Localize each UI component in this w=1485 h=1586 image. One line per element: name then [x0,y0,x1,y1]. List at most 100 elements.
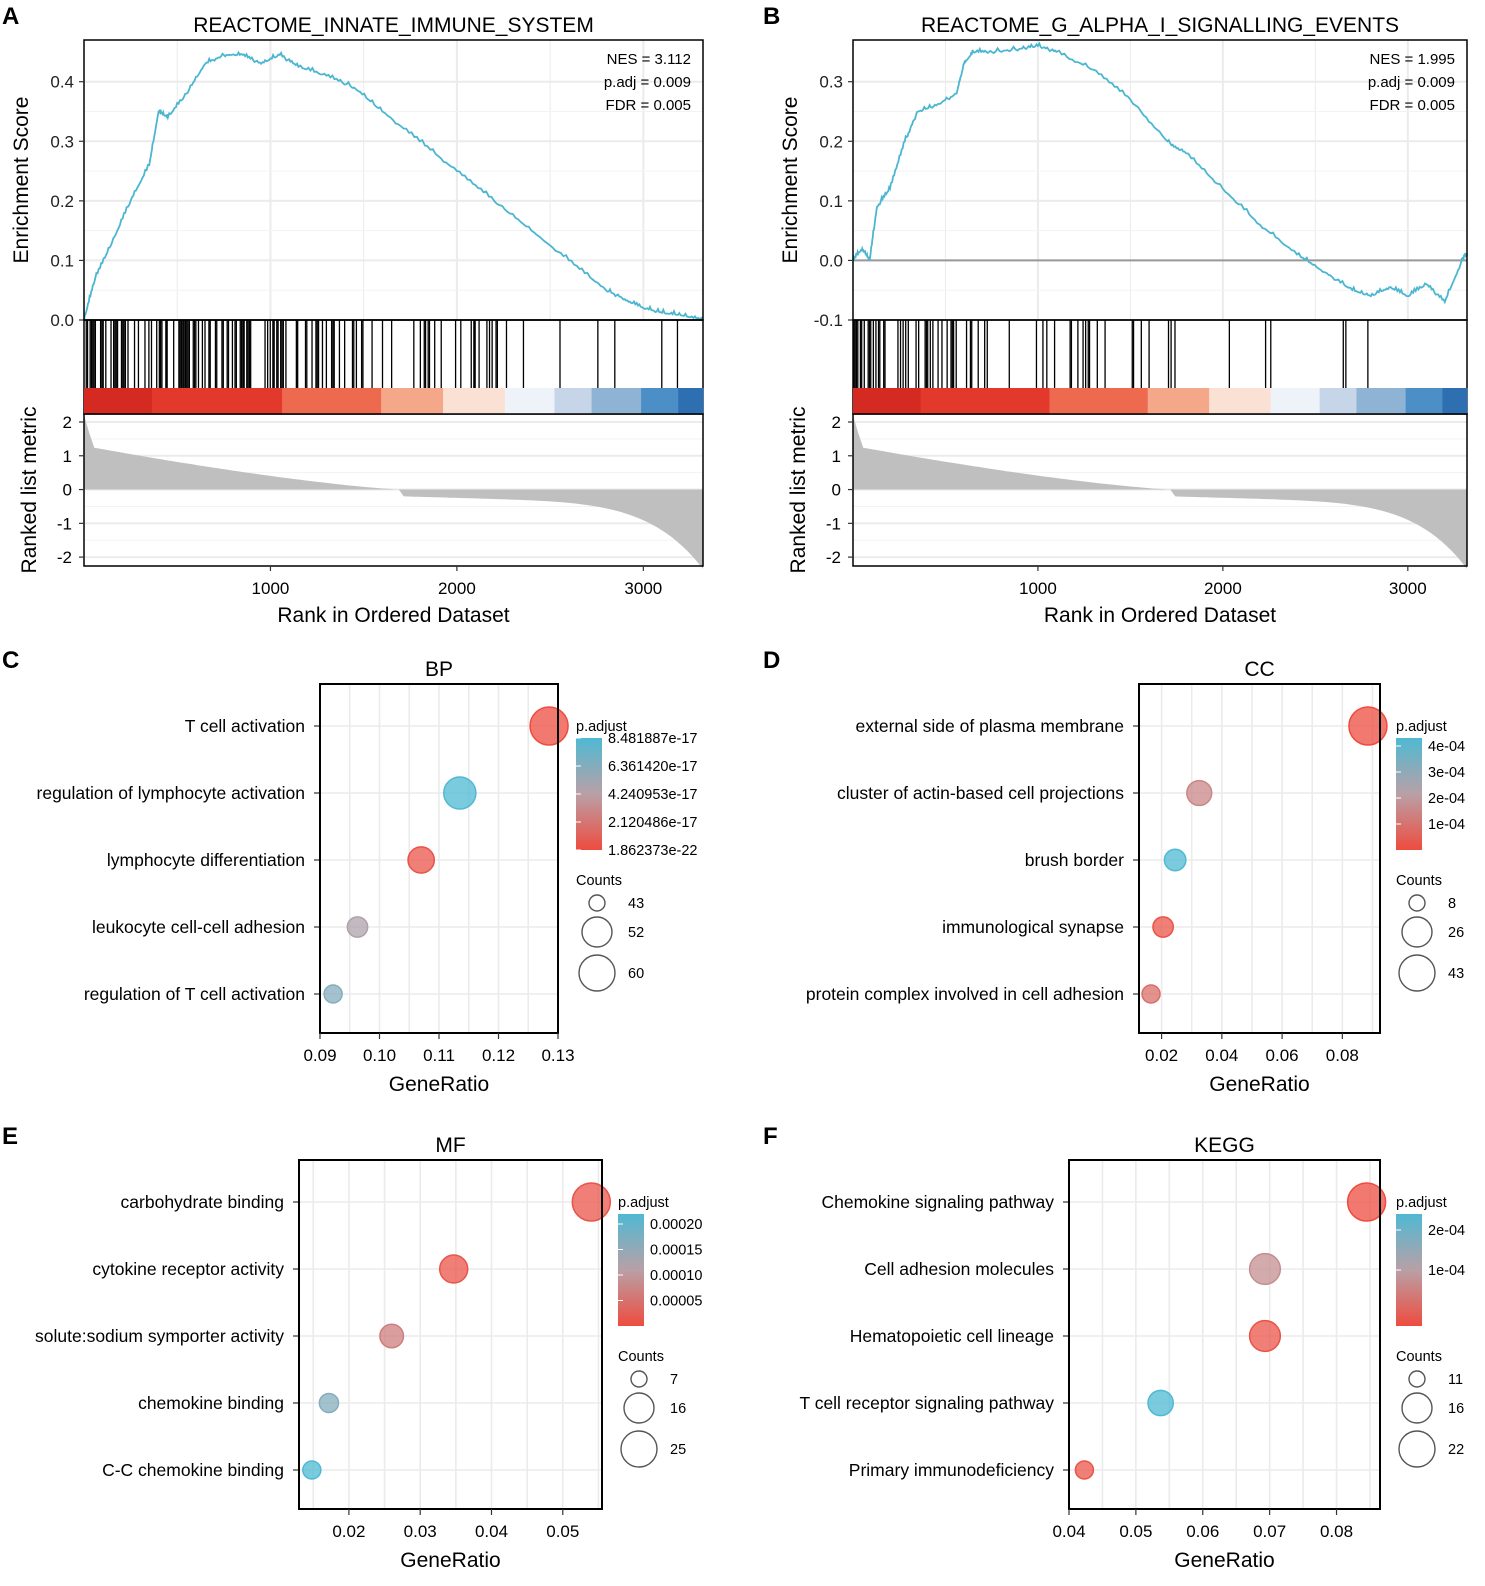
x-tick-label: 0.06 [1266,1046,1299,1065]
legend-size-circle [588,894,606,912]
x-axis-title: GeneRatio [389,1073,489,1096]
legend-size-title: Counts [1396,1349,1442,1365]
es-axis-title: Enrichment Score [779,97,802,264]
panel-label-A: A [2,3,19,30]
dot-point [346,916,369,938]
stat-label: p.adj = 0.009 [1368,74,1455,91]
hit-barcode [853,320,1369,388]
legend-color-label: 2.120486e-17 [608,815,698,831]
es-tick-label: 0.0 [50,311,74,330]
category-label: cytokine receptor activity [92,1259,284,1279]
heat-segment [1049,388,1149,414]
category-label: Cell adhesion molecules [864,1259,1054,1279]
legend-size-circle [578,954,616,992]
gsea-panel-A: A REACTOME_INNATE_IMMUNE_SYSTEM 0.0 0.1 0.2 0… [2,3,704,627]
rank-heatstrip [853,388,1468,414]
dotplot-panel-C: C BP T cell activation regulation of lympho… [2,647,698,1096]
category-label: cluster of actin-based cell projections [837,783,1124,803]
legend-size-label: 11 [1448,1372,1463,1388]
x-tick-label: 0.04 [475,1522,508,1541]
dotplot-title: CC [1244,658,1274,681]
x-tick-label: 0.13 [541,1046,574,1065]
dot-point [443,776,477,810]
heat-segment [84,388,153,414]
legend-size-circle [630,1370,648,1388]
dot-plot-border [1068,1159,1381,1510]
dot-point [1346,1182,1387,1222]
legend-size-circle [1408,1370,1426,1388]
es-tick-label: 0.2 [50,192,74,211]
rank-tick-label: 0 [63,481,72,500]
x-tick-label: 0.06 [1186,1522,1219,1541]
gsea-title: REACTOME_G_ALPHA_I_SIGNALLING_EVENTS [921,14,1399,37]
category-label: protein complex involved in cell adhesio… [806,984,1124,1004]
heat-segment [1356,388,1407,414]
legend-colorbar [1396,738,1422,850]
stat-label: NES = 3.112 [607,51,691,68]
legend-color-title: p.adjust [1396,719,1447,735]
es-tick-label: 0.1 [50,251,74,270]
legend: p.adjust 2e-04 1e-04 Counts 11 16 22 [1396,1195,1465,1468]
rank-axis-title: Ranked list metric [787,407,810,574]
legend-color-label: 1.862373e-22 [608,843,698,859]
legend-size-circle [620,1430,658,1468]
x-tick-label: 0.05 [1119,1522,1152,1541]
es-tick-label: 0.3 [819,73,843,92]
stat-label: FDR = 0.005 [606,97,691,114]
dot-point [1074,1460,1095,1480]
dot-point [323,984,343,1004]
legend-color-label: 1e-04 [1428,817,1465,833]
legend-size-circle [1398,1430,1436,1468]
legend-color-label: 2e-04 [1428,791,1465,807]
legend-color-title: p.adjust [618,1195,669,1211]
rank-tick-label: -2 [826,548,841,567]
x-tick-label: 0.05 [546,1522,579,1541]
dotplot-title: MF [435,1134,465,1157]
stat-label: FDR = 0.005 [1370,97,1455,114]
dot-point [529,706,569,746]
x-tick-label: 0.09 [303,1046,336,1065]
x-axis-title: GeneRatio [1209,1073,1309,1096]
x-axis-title: GeneRatio [1174,1549,1274,1572]
x-tick-label: 3000 [624,579,662,598]
category-label: chemokine binding [138,1393,284,1413]
x-tick-label: 0.12 [482,1046,515,1065]
heat-segment [920,388,1050,414]
x-tick-label: 0.11 [423,1046,455,1065]
dot-point [1147,1389,1175,1417]
dot-point [1141,984,1161,1004]
category-label: brush border [1025,850,1124,870]
heat-segment [443,388,506,414]
legend-size-label: 7 [670,1372,678,1388]
legend-size-label: 8 [1448,896,1456,912]
legend-color-label: 4.240953e-17 [608,787,698,803]
rank-axis-title: Ranked list metric [18,407,41,574]
es-curve [83,50,704,321]
x-tick-label: 0.08 [1326,1046,1359,1065]
panel-label-E: E [2,1123,18,1150]
heat-segment [381,388,444,414]
legend-color-title: p.adjust [1396,1195,1447,1211]
rank-tick-label: 2 [832,413,841,432]
hit-barcode [85,320,679,388]
dot-point [1186,779,1213,807]
dot-point [1248,1252,1282,1286]
dot-point [1152,916,1174,938]
legend-color-label: 2e-04 [1428,1223,1465,1239]
legend-colorbar [618,1214,644,1326]
rank-tick-label: 1 [63,447,72,466]
heat-segment [1147,388,1210,414]
stat-label: NES = 1.995 [1370,51,1455,68]
x-tick-label: 3000 [1389,579,1427,598]
legend-size-label: 43 [628,896,644,912]
category-label: regulation of T cell activation [84,984,305,1004]
panel-label-B: B [763,3,780,30]
heat-segment [853,388,922,414]
panel-label-F: F [763,1123,778,1150]
rank-metric-area [84,415,703,569]
heat-segment [504,388,555,414]
dot-point [571,1182,612,1222]
x-tick-label: 2000 [1204,579,1242,598]
category-label: T cell receptor signaling pathway [799,1393,1054,1413]
